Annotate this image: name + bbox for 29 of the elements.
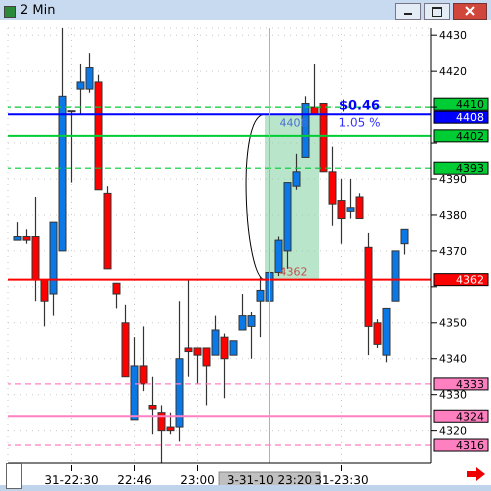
candlestick xyxy=(400,228,408,256)
chart-title: 2 Min xyxy=(20,3,56,18)
y-tick-label: 4380 xyxy=(439,208,467,222)
y-tick-label: 4320 xyxy=(439,424,467,438)
y-tick-label: 4430 xyxy=(439,29,467,42)
candlestick xyxy=(148,376,156,435)
ref-line-label: 4393 xyxy=(456,162,484,176)
x-tick-label: 31-22:30 xyxy=(44,473,99,487)
ref-line-label: 4316 xyxy=(456,439,484,452)
y-tick-label: 4330 xyxy=(439,388,467,402)
y-tick-label: 4350 xyxy=(439,316,467,330)
y-tick-label: 4390 xyxy=(439,172,467,186)
x-tick-label: 22:46 xyxy=(117,473,152,487)
ref-line-label: 4402 xyxy=(456,130,484,143)
ref-line-label: 4410 xyxy=(456,98,484,112)
ref-line-label: 4362 xyxy=(456,274,484,287)
x-tick-label: 23:00 xyxy=(180,473,215,487)
x-tick-label: 31-23:30 xyxy=(314,473,369,487)
candlestick xyxy=(112,282,120,310)
annotation: $0.46 xyxy=(338,98,380,114)
y-tick-label: 4370 xyxy=(439,244,467,258)
ref-line-label: 4333 xyxy=(456,378,484,391)
annotation: 4362 xyxy=(280,266,308,279)
ref-line-label: 4324 xyxy=(456,410,484,424)
y-tick-label: 4340 xyxy=(439,352,467,366)
ref-line-label: 4408 xyxy=(456,111,484,124)
y-tick-label: 4420 xyxy=(439,65,467,78)
x-tick-label: 3-31-10 23:20 xyxy=(226,473,312,487)
annotation: 1.05 % xyxy=(338,115,380,130)
